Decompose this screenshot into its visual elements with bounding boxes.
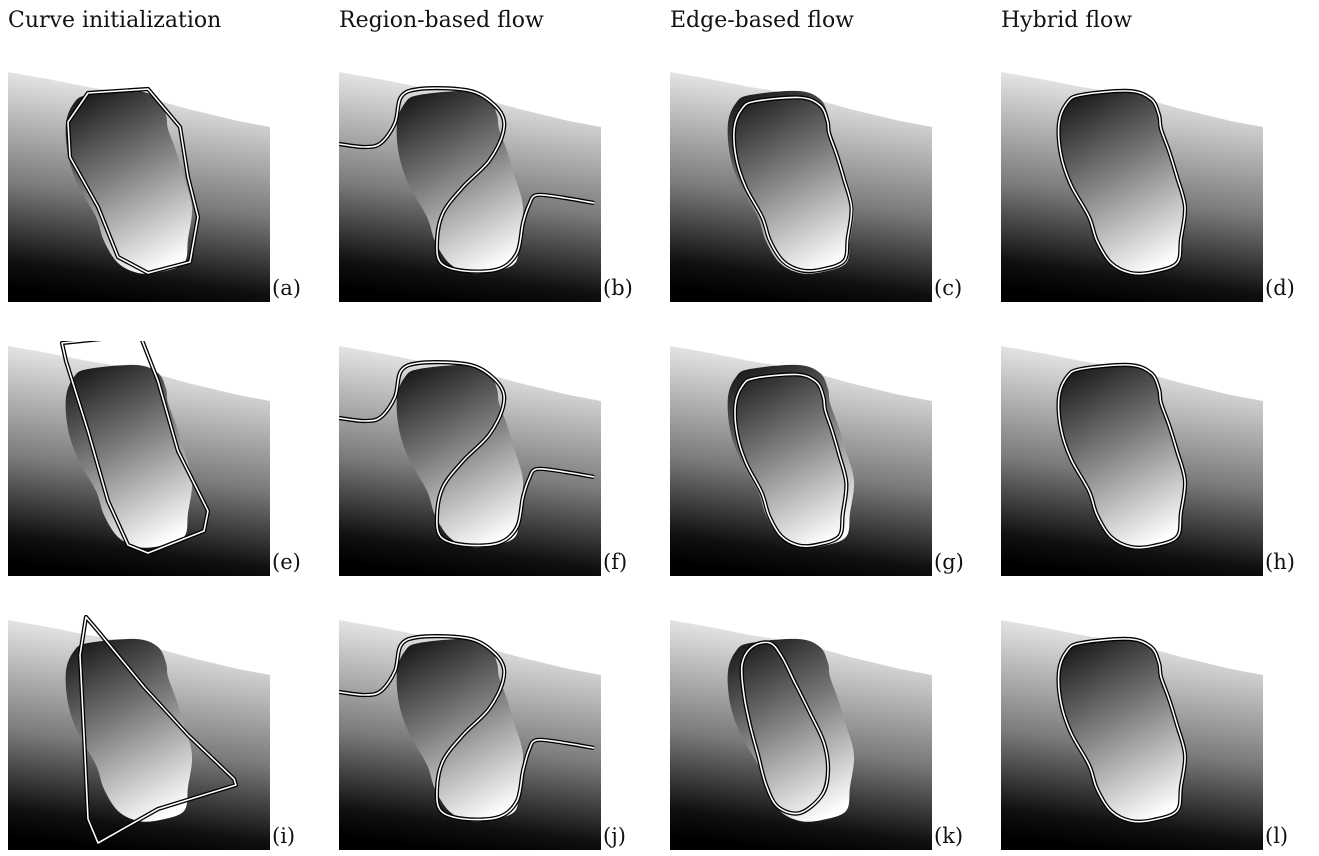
panel-label: (l) xyxy=(1265,824,1289,848)
figure-panel xyxy=(670,341,932,576)
panel-label: (c) xyxy=(934,276,963,300)
panel-label: (i) xyxy=(272,824,296,848)
contour-curve xyxy=(339,361,595,547)
figure-panel xyxy=(8,67,270,302)
column-title-region-based-flow: Region-based flow xyxy=(339,8,544,33)
contour-curve xyxy=(1057,364,1186,549)
contour-curve xyxy=(339,87,595,273)
object-region xyxy=(65,364,193,548)
segmentation-image xyxy=(670,346,932,576)
figure-panel xyxy=(670,67,932,302)
segmentation-image xyxy=(670,620,932,850)
figure-panel xyxy=(339,615,601,850)
object-region xyxy=(1058,364,1186,548)
figure-panel xyxy=(1001,67,1263,302)
contour-curve xyxy=(61,341,209,554)
panel-label: (k) xyxy=(934,824,964,848)
object-region xyxy=(727,90,855,274)
contour-curve xyxy=(1057,90,1186,275)
column-title-edge-based-flow: Edge-based flow xyxy=(670,8,855,33)
figure-panel xyxy=(1001,341,1263,576)
object-region xyxy=(65,638,193,822)
contour-curve xyxy=(67,88,199,274)
panel-label: (a) xyxy=(272,276,301,300)
object-region xyxy=(396,364,524,548)
contour-curve xyxy=(339,635,595,821)
contour-curve xyxy=(734,373,848,548)
object-region xyxy=(396,638,524,822)
segmentation-image xyxy=(1001,620,1263,850)
object-region xyxy=(1058,638,1186,822)
segmentation-image xyxy=(339,346,601,576)
panel-label: (g) xyxy=(934,550,964,574)
figure-panel xyxy=(339,341,601,576)
figure-panel xyxy=(670,615,932,850)
column-title-curve-initialization: Curve initialization xyxy=(8,8,222,33)
panel-label: (b) xyxy=(603,276,633,300)
object-region xyxy=(396,90,524,274)
object-region xyxy=(727,638,855,822)
object-region xyxy=(1058,90,1186,274)
panel-label: (e) xyxy=(272,550,301,574)
figure-panel xyxy=(8,615,270,850)
panel-label: (j) xyxy=(603,824,626,848)
segmentation-image xyxy=(670,72,932,302)
contour-curve xyxy=(740,641,829,815)
contour-curve xyxy=(1057,638,1186,823)
panel-label: (h) xyxy=(1265,550,1295,574)
segmentation-image xyxy=(8,341,270,576)
figure-panel xyxy=(339,67,601,302)
segmentation-image xyxy=(1001,346,1263,576)
figure-panel xyxy=(8,341,270,576)
segmentation-image xyxy=(339,620,601,850)
object-region xyxy=(727,364,855,548)
contour-curve xyxy=(733,96,853,272)
panel-label: (f) xyxy=(603,550,628,574)
segmentation-image xyxy=(8,72,270,302)
segmentation-image xyxy=(339,72,601,302)
figure-panel xyxy=(1001,615,1263,850)
segmentation-image xyxy=(1001,72,1263,302)
segmentation-image xyxy=(8,615,270,850)
panel-label: (d) xyxy=(1265,276,1295,300)
object-region xyxy=(65,90,193,274)
contour-curve xyxy=(79,616,237,844)
column-title-hybrid-flow: Hybrid flow xyxy=(1001,8,1133,33)
